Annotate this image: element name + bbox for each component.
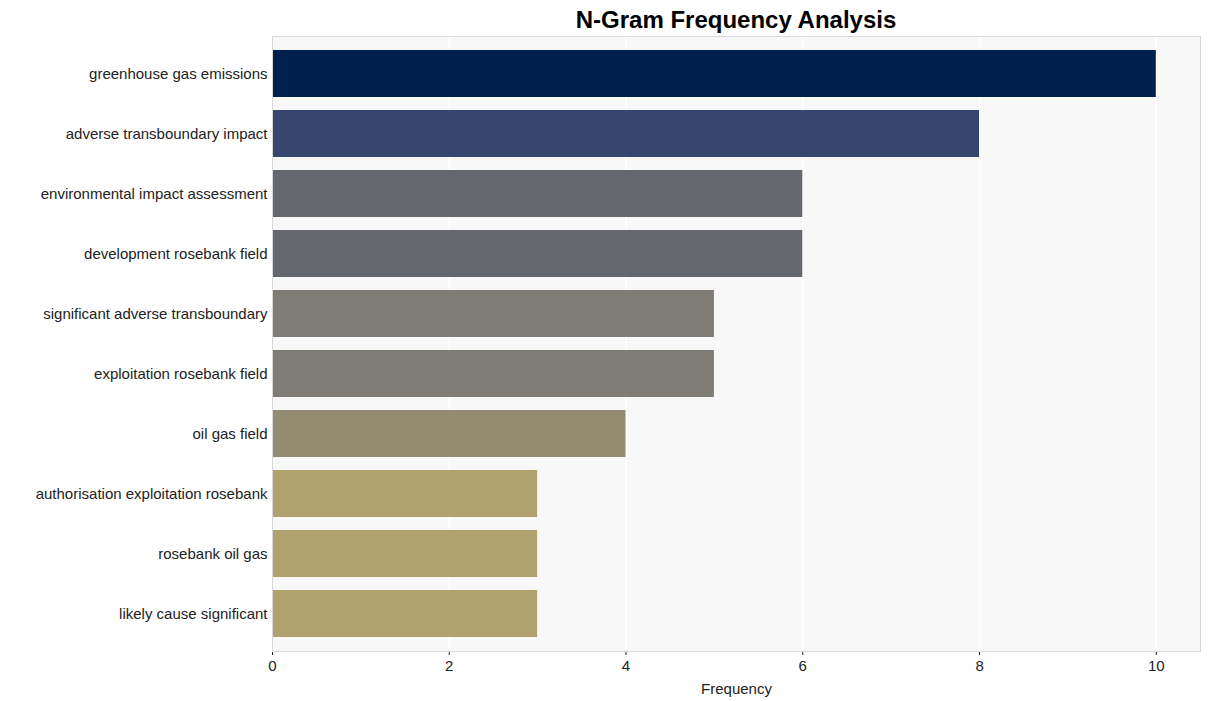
svg-text:environmental impact assessmen: environmental impact assessment xyxy=(41,185,269,202)
svg-text:greenhouse gas emissions: greenhouse gas emissions xyxy=(89,65,267,82)
svg-text:exploitation rosebank field: exploitation rosebank field xyxy=(94,365,267,382)
svg-text:development rosebank field: development rosebank field xyxy=(84,245,267,262)
svg-text:rosebank oil gas: rosebank oil gas xyxy=(158,545,267,562)
svg-text:6: 6 xyxy=(799,657,807,674)
svg-text:oil gas field: oil gas field xyxy=(192,425,267,442)
html-text:N-Gram Frequency Analysis: N-Gram Frequency Analysis xyxy=(575,6,897,33)
svg-text:0: 0 xyxy=(268,657,276,674)
svg-text:likely cause significant: likely cause significant xyxy=(119,605,268,622)
svg-text:2: 2 xyxy=(445,657,453,674)
svg-text:adverse transboundary impact: adverse transboundary impact xyxy=(66,125,269,142)
svg-text:10: 10 xyxy=(1148,657,1165,674)
svg-text:authorisation exploitation ros: authorisation exploitation rosebank xyxy=(36,485,268,502)
svg-text:Frequency: Frequency xyxy=(701,680,772,697)
svg-text:8: 8 xyxy=(975,657,983,674)
svg-text:significant adverse transbound: significant adverse transboundary xyxy=(43,305,268,322)
svg-text:4: 4 xyxy=(622,657,630,674)
